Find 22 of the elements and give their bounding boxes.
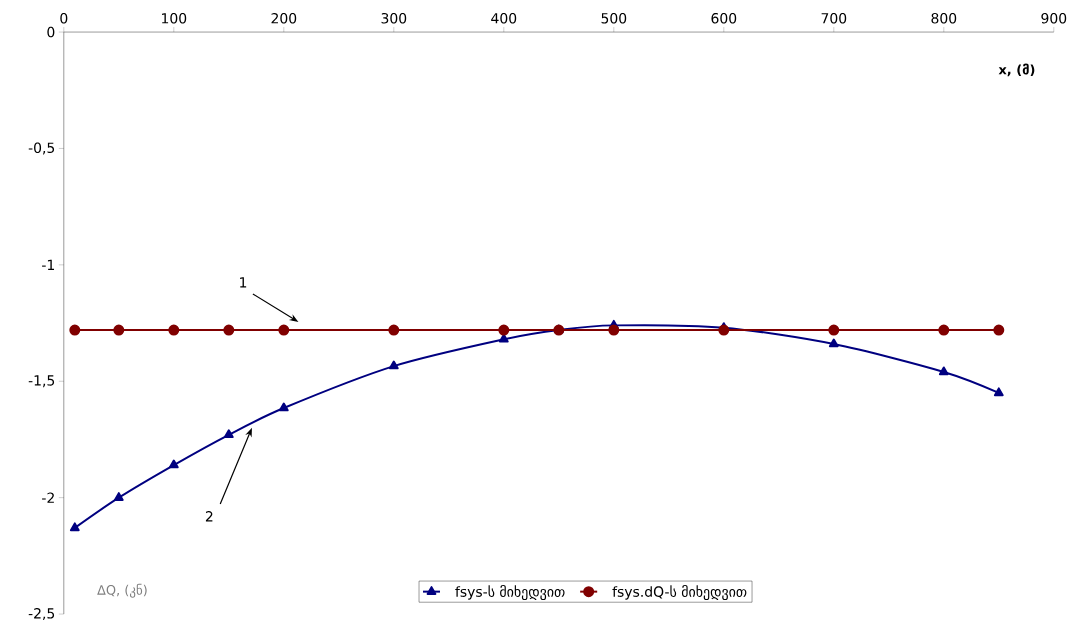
x-tick-label: 0	[60, 12, 68, 24]
y-tick-label: 0	[47, 26, 55, 38]
x-tick-label: 100	[162, 12, 187, 24]
x-axis-title: x, (მ)	[998, 63, 1035, 77]
x-tick-label: 600	[711, 12, 737, 24]
y-tick-label: -2,5	[28, 608, 55, 621]
annotation: 1	[240, 277, 247, 288]
x-tick-label: 800	[931, 12, 957, 24]
x-tick-label: 500	[601, 12, 627, 24]
legend-label: fsys.dQ-ს მიხედვით	[612, 585, 747, 601]
y-axis-title: ΔQ, (კნ)	[97, 583, 147, 598]
x-tick-label: 300	[381, 12, 407, 24]
legend-label: fsys-ს მიხედვით	[455, 585, 565, 601]
y-tick-label: -1	[42, 259, 55, 270]
x-tick-label: 900	[1041, 12, 1067, 24]
x-tick-label: 200	[271, 12, 297, 24]
y-tick-label: -1,5	[28, 375, 55, 388]
y-tick-label: -0,5	[28, 142, 55, 155]
y-tick-label: -2	[42, 492, 54, 503]
x-tick-label: 700	[821, 12, 847, 24]
x-tick-label: 400	[491, 12, 517, 24]
annotation: 2	[205, 511, 213, 522]
